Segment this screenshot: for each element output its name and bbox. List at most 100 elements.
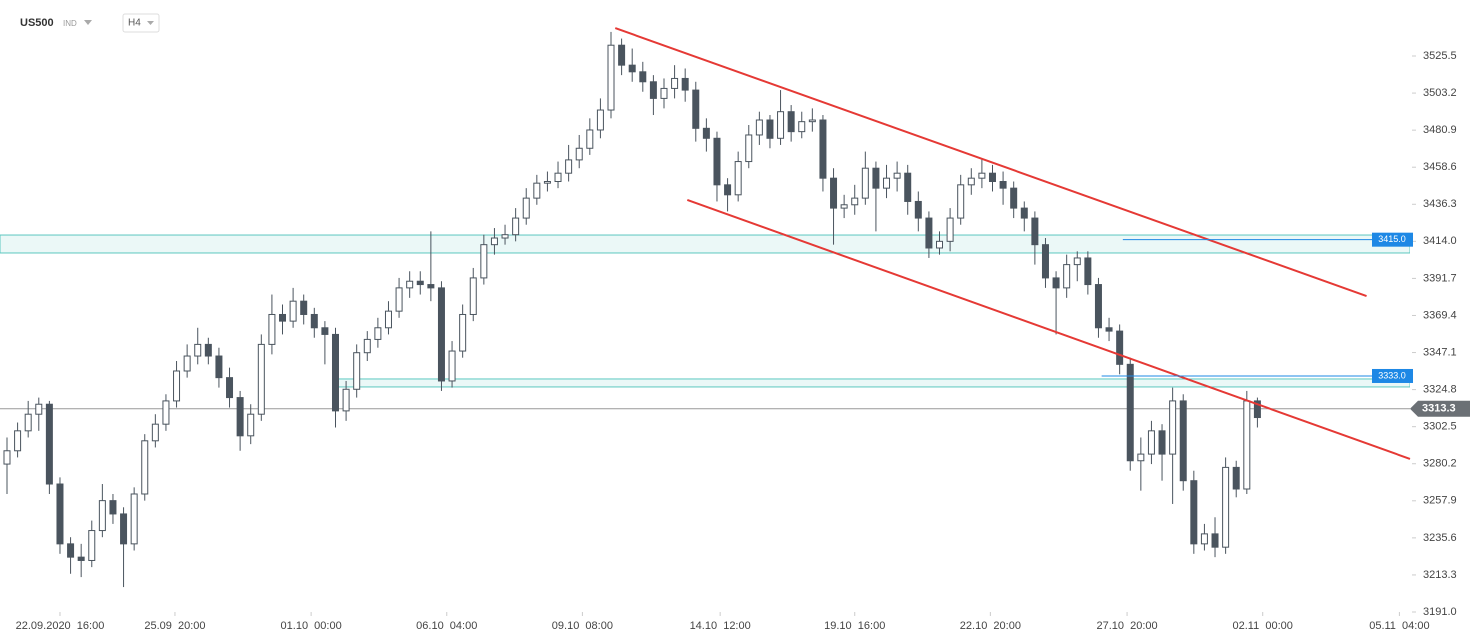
candle-body [988,172,996,183]
candle-body [819,119,827,179]
x-tick-label: 22.09.2020 16:00 [16,620,105,632]
y-tick-label: 3235.6 [1423,532,1457,544]
candle-body [448,350,456,382]
candle-body [872,167,880,189]
candle-body [363,338,371,354]
candle-body [681,77,689,91]
level-badge [1372,232,1413,247]
candle-body [24,413,32,432]
candle-body [1169,400,1177,455]
symbol: US500 [20,17,54,29]
candle-body [1052,277,1060,289]
candle-body [1094,284,1102,329]
candle-body [247,413,255,437]
candle-body [607,44,615,111]
candle-body [98,500,106,532]
trendline [614,27,1367,297]
zone [0,234,1410,254]
candle-body [512,217,520,236]
candle-body [3,450,11,465]
candle-body [554,172,562,183]
candle-body [459,313,467,352]
y-tick-label: 3480.9 [1423,124,1457,136]
candle-body [1190,480,1198,545]
y-tick-label: 3458.6 [1423,161,1457,173]
candle-body [1253,400,1261,419]
y-tick-label: 3525.5 [1423,50,1457,62]
candle-body [257,343,265,415]
candle-body [77,556,85,561]
y-tick-label: 3414.0 [1423,235,1457,247]
candle-body [56,483,64,545]
candle-body [999,181,1007,189]
plot-area [0,31,1410,588]
candle-body [331,333,339,412]
candle-body [808,119,816,123]
candle-body [416,280,424,286]
candle-body [501,234,509,239]
candle-body [957,184,965,219]
candle-body [1243,400,1251,490]
candle-body [289,300,297,322]
candle-body [1147,430,1155,455]
candle-body [1010,187,1018,209]
candle-body [692,89,700,129]
x-tick-label: 05.11 04:00 [1369,620,1429,632]
candle-body [851,197,859,206]
x-tick-label: 09.10 08:00 [552,620,613,632]
candle-body [395,287,403,312]
candle-body [204,343,212,357]
candle-body [1179,400,1187,482]
candle-body [120,513,128,545]
timeframe-button[interactable] [122,13,160,33]
x-tick-label: 19.10 16:00 [824,620,885,632]
level-label: 3333.0 [1378,370,1406,380]
candle-body [469,277,477,315]
candle-body [533,182,541,199]
dropdown-arrow [147,21,154,25]
candle-body [1031,217,1039,246]
candle-body [353,352,361,390]
candle-body [914,200,922,219]
x-tick-label: 02.11 00:00 [1233,620,1293,632]
candle-body [1041,244,1049,279]
candle-body [904,172,912,202]
candle-body [639,71,647,83]
level-badge [1372,368,1413,383]
candle-body [427,284,435,289]
candle-body [226,377,234,399]
candle-body [543,181,551,184]
candle-body [268,313,276,345]
y-tick-label: 3347.1 [1423,346,1457,358]
candle-body [671,77,679,89]
current-price-badge [1410,400,1470,417]
candle-body [342,388,350,412]
candle-body [310,313,318,329]
candle-body [936,240,944,249]
candle-body [628,64,636,73]
y-tick-label: 3213.3 [1423,569,1457,581]
candle-body [946,217,954,242]
candle-body [162,400,170,425]
candle-body [660,87,668,99]
candle-body [1232,466,1240,490]
candle-body [35,403,43,415]
candle-body [1200,533,1208,545]
candle-body [702,127,710,139]
dropdown-arrow[interactable] [84,20,92,25]
candle-body [437,287,445,382]
candle-body [194,343,202,357]
x-tick-label: 27.10 20:00 [1096,620,1157,632]
candle-body [925,217,933,249]
candle-body [1020,207,1028,219]
trendline [686,199,1411,460]
y-tick-label: 3324.8 [1423,384,1457,396]
candle-body [1084,257,1092,286]
candle-body [215,355,223,379]
level-label: 3415.0 [1378,234,1406,244]
x-tick-label: 14.10 12:00 [690,620,751,632]
candle-body [321,327,329,335]
candle-body [618,44,626,66]
candle-body [575,147,583,161]
